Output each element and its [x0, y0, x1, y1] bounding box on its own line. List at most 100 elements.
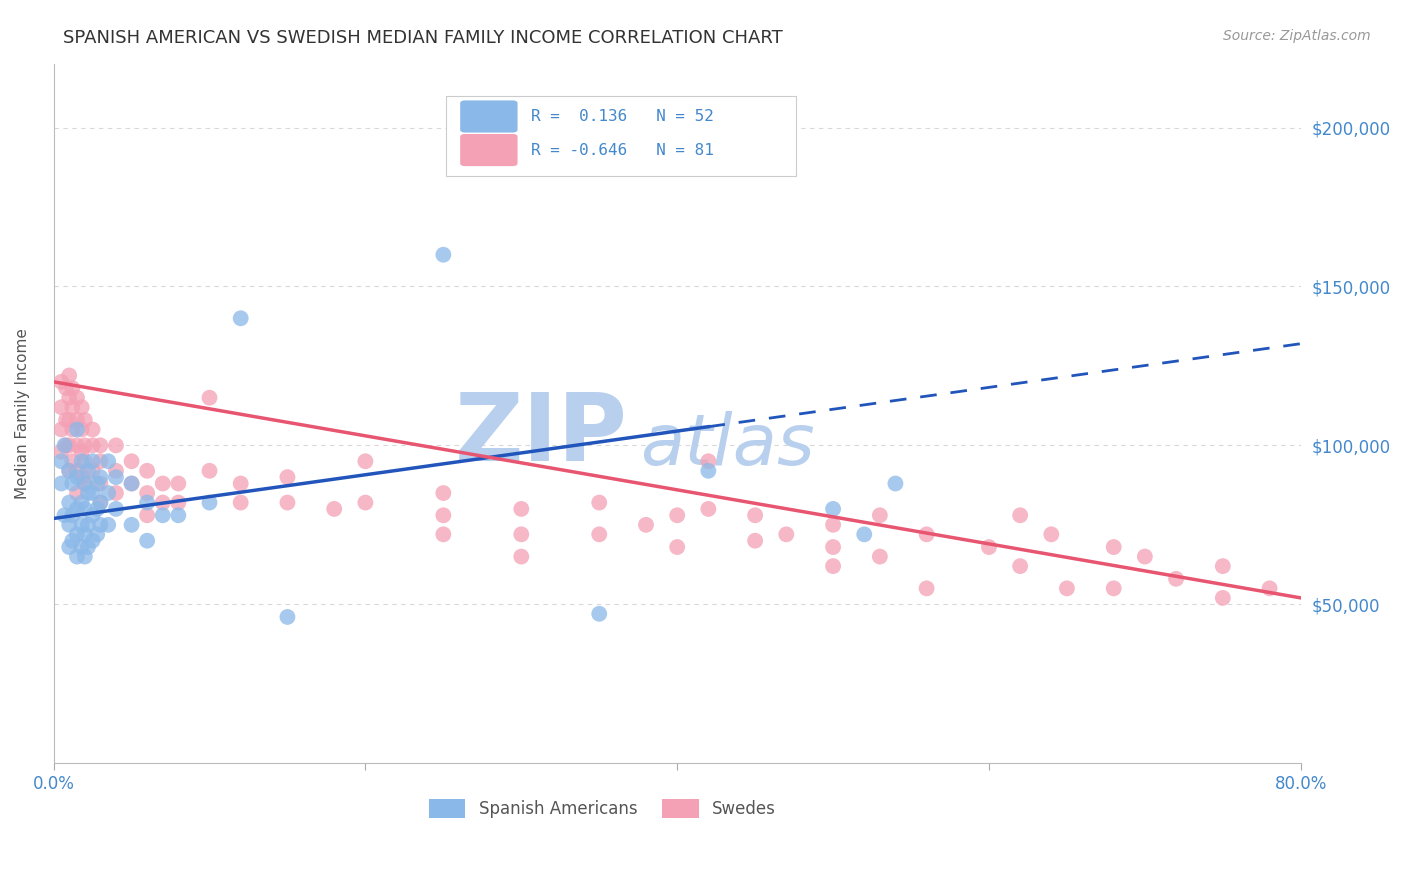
- Point: [89, 476, 111, 491]
- Point: [77, 540, 100, 554]
- Point: [73, 476, 96, 491]
- Point: [89, 495, 111, 509]
- Point: [51, 476, 73, 491]
- Point: [432, 527, 454, 541]
- Point: [73, 454, 96, 468]
- Point: [97, 486, 120, 500]
- Point: [60, 508, 83, 523]
- Point: [70, 454, 93, 468]
- Point: [744, 508, 766, 523]
- Point: [323, 502, 346, 516]
- Point: [70, 495, 93, 509]
- Point: [66, 527, 89, 541]
- Point: [121, 517, 143, 532]
- Point: [588, 527, 610, 541]
- Point: [55, 381, 77, 395]
- Point: [70, 444, 93, 458]
- Point: [853, 527, 876, 541]
- FancyBboxPatch shape: [460, 101, 517, 133]
- Point: [152, 495, 174, 509]
- Point: [60, 401, 83, 415]
- Point: [1133, 549, 1156, 564]
- Point: [588, 495, 610, 509]
- Point: [66, 391, 89, 405]
- Point: [60, 422, 83, 436]
- Text: R = -0.646   N = 81: R = -0.646 N = 81: [531, 143, 714, 158]
- Point: [66, 486, 89, 500]
- Point: [70, 540, 93, 554]
- Point: [66, 549, 89, 564]
- Point: [666, 540, 689, 554]
- Point: [697, 464, 720, 478]
- Point: [1010, 508, 1032, 523]
- Point: [136, 486, 159, 500]
- Point: [136, 464, 159, 478]
- Point: [510, 549, 533, 564]
- Point: [823, 502, 845, 516]
- Point: [82, 454, 104, 468]
- Point: [229, 476, 252, 491]
- Point: [276, 610, 298, 624]
- Point: [697, 502, 720, 516]
- Point: [915, 527, 938, 541]
- Point: [229, 311, 252, 326]
- Point: [510, 502, 533, 516]
- Point: [89, 454, 111, 468]
- Point: [136, 495, 159, 509]
- Point: [51, 375, 73, 389]
- Point: [167, 495, 190, 509]
- Point: [82, 486, 104, 500]
- Point: [73, 502, 96, 516]
- Point: [77, 486, 100, 500]
- Point: [70, 470, 93, 484]
- Point: [152, 508, 174, 523]
- Point: [136, 533, 159, 548]
- Point: [152, 476, 174, 491]
- Point: [432, 486, 454, 500]
- Point: [869, 549, 891, 564]
- Point: [432, 248, 454, 262]
- Point: [60, 381, 83, 395]
- Point: [167, 508, 190, 523]
- Point: [97, 517, 120, 532]
- Point: [66, 502, 89, 516]
- Point: [86, 527, 108, 541]
- Point: [86, 502, 108, 516]
- Point: [167, 476, 190, 491]
- Point: [104, 464, 127, 478]
- Text: SPANISH AMERICAN VS SWEDISH MEDIAN FAMILY INCOME CORRELATION CHART: SPANISH AMERICAN VS SWEDISH MEDIAN FAMIL…: [63, 29, 783, 46]
- Point: [121, 476, 143, 491]
- Point: [55, 413, 77, 427]
- Point: [58, 540, 80, 554]
- Point: [1164, 572, 1187, 586]
- Point: [104, 470, 127, 484]
- Point: [89, 517, 111, 532]
- Point: [82, 533, 104, 548]
- Point: [104, 502, 127, 516]
- Point: [58, 517, 80, 532]
- Point: [977, 540, 1000, 554]
- Point: [60, 476, 83, 491]
- Point: [354, 454, 377, 468]
- Text: Source: ZipAtlas.com: Source: ZipAtlas.com: [1223, 29, 1371, 43]
- Point: [58, 391, 80, 405]
- Point: [1212, 591, 1234, 605]
- Point: [121, 476, 143, 491]
- Point: [823, 517, 845, 532]
- Point: [1212, 559, 1234, 574]
- Point: [104, 486, 127, 500]
- Point: [73, 438, 96, 452]
- Point: [58, 464, 80, 478]
- Point: [82, 438, 104, 452]
- Point: [97, 454, 120, 468]
- Point: [136, 508, 159, 523]
- Point: [86, 476, 108, 491]
- Point: [432, 508, 454, 523]
- Point: [51, 454, 73, 468]
- Point: [697, 454, 720, 468]
- Point: [884, 476, 907, 491]
- Point: [58, 368, 80, 383]
- Point: [82, 508, 104, 523]
- Point: [775, 527, 797, 541]
- Point: [1010, 559, 1032, 574]
